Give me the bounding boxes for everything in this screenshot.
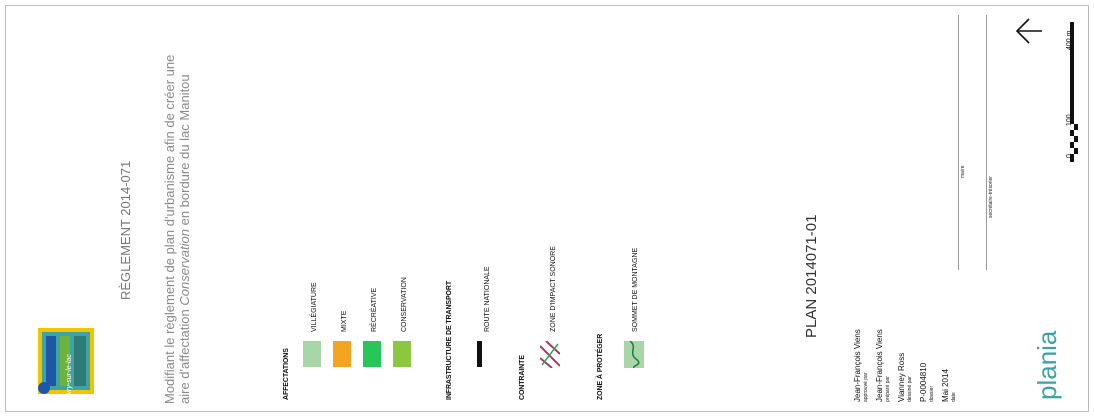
drafter-name: Vianney Ross [897, 352, 906, 402]
file-caption: dossier [929, 385, 935, 402]
north-arrow-icon [1015, 18, 1042, 44]
preparer-name: Jean-François Viens [875, 329, 884, 402]
file-number: P-0004810 [919, 362, 928, 402]
signature-label-maire: maire [960, 165, 966, 178]
regulation-title: RÈGLEMENT 2014-071 [118, 160, 133, 300]
label-mixte: MIXTE [341, 310, 348, 332]
drafter-caption: dessiné par [907, 376, 913, 402]
preparer-caption: préparé par [885, 376, 891, 402]
plan-title: PLAN 2014071-01 [803, 214, 820, 338]
signature-line-secretaire [986, 15, 987, 270]
legend-transport-title: INFRASTRUCTURE DE TRANSPORT [446, 280, 453, 400]
date-caption: date [951, 392, 957, 402]
legend-zone-title: ZONE À PROTÉGER [597, 333, 604, 400]
swatch-route-nationale [477, 341, 482, 367]
legend-affectations-title: AFFECTATIONS [283, 348, 290, 400]
municipality-logo [38, 328, 94, 394]
swatch-villegiature [303, 341, 321, 367]
signature-label-secretaire: secrétaire-trésorier [988, 176, 994, 218]
scale-label-zero: 0 [1066, 154, 1073, 158]
swatch-sommet-montagne [624, 341, 644, 368]
swatch-zone-impact-sonore [540, 341, 560, 368]
approver-caption: approuvé par [863, 372, 869, 402]
legend-contrainte-title: CONTRAINTE [519, 355, 526, 400]
scale-label-mid: 100 [1066, 114, 1073, 126]
label-route-nationale: ROUTE NATIONALE [484, 266, 491, 332]
label-zone-impact-sonore: ZONE D'IMPACT SONORE [550, 246, 557, 332]
scale-label-end: 400 m [1066, 30, 1073, 50]
scale-bar [1070, 22, 1078, 162]
approver-name: Jean-François Viens [853, 329, 862, 402]
swatch-conservation [393, 341, 411, 367]
swatch-mixte [333, 341, 351, 367]
subtitle-italic: Conservation [177, 229, 192, 306]
sheet-frame [5, 5, 1089, 412]
plania-logo: plania [1032, 330, 1062, 400]
label-recreative: RÉCRÉATIVE [371, 287, 378, 332]
label-villegiature: VILLÉGIATURE [311, 282, 318, 332]
subtitle-text-2: en bordure du lac Manitou [177, 74, 192, 230]
logo-text: ivry-sur-le-lac [66, 354, 73, 396]
signature-line-maire [958, 15, 959, 270]
date-value: Mai 2014 [941, 369, 950, 402]
label-sommet-montagne: SOMMET DE MONTAGNE [632, 247, 639, 332]
swatch-recreative [363, 341, 381, 367]
regulation-subtitle: Modifiant le règlement de plan d'urbanis… [162, 34, 192, 404]
label-conservation: CONSERVATION [401, 277, 408, 332]
